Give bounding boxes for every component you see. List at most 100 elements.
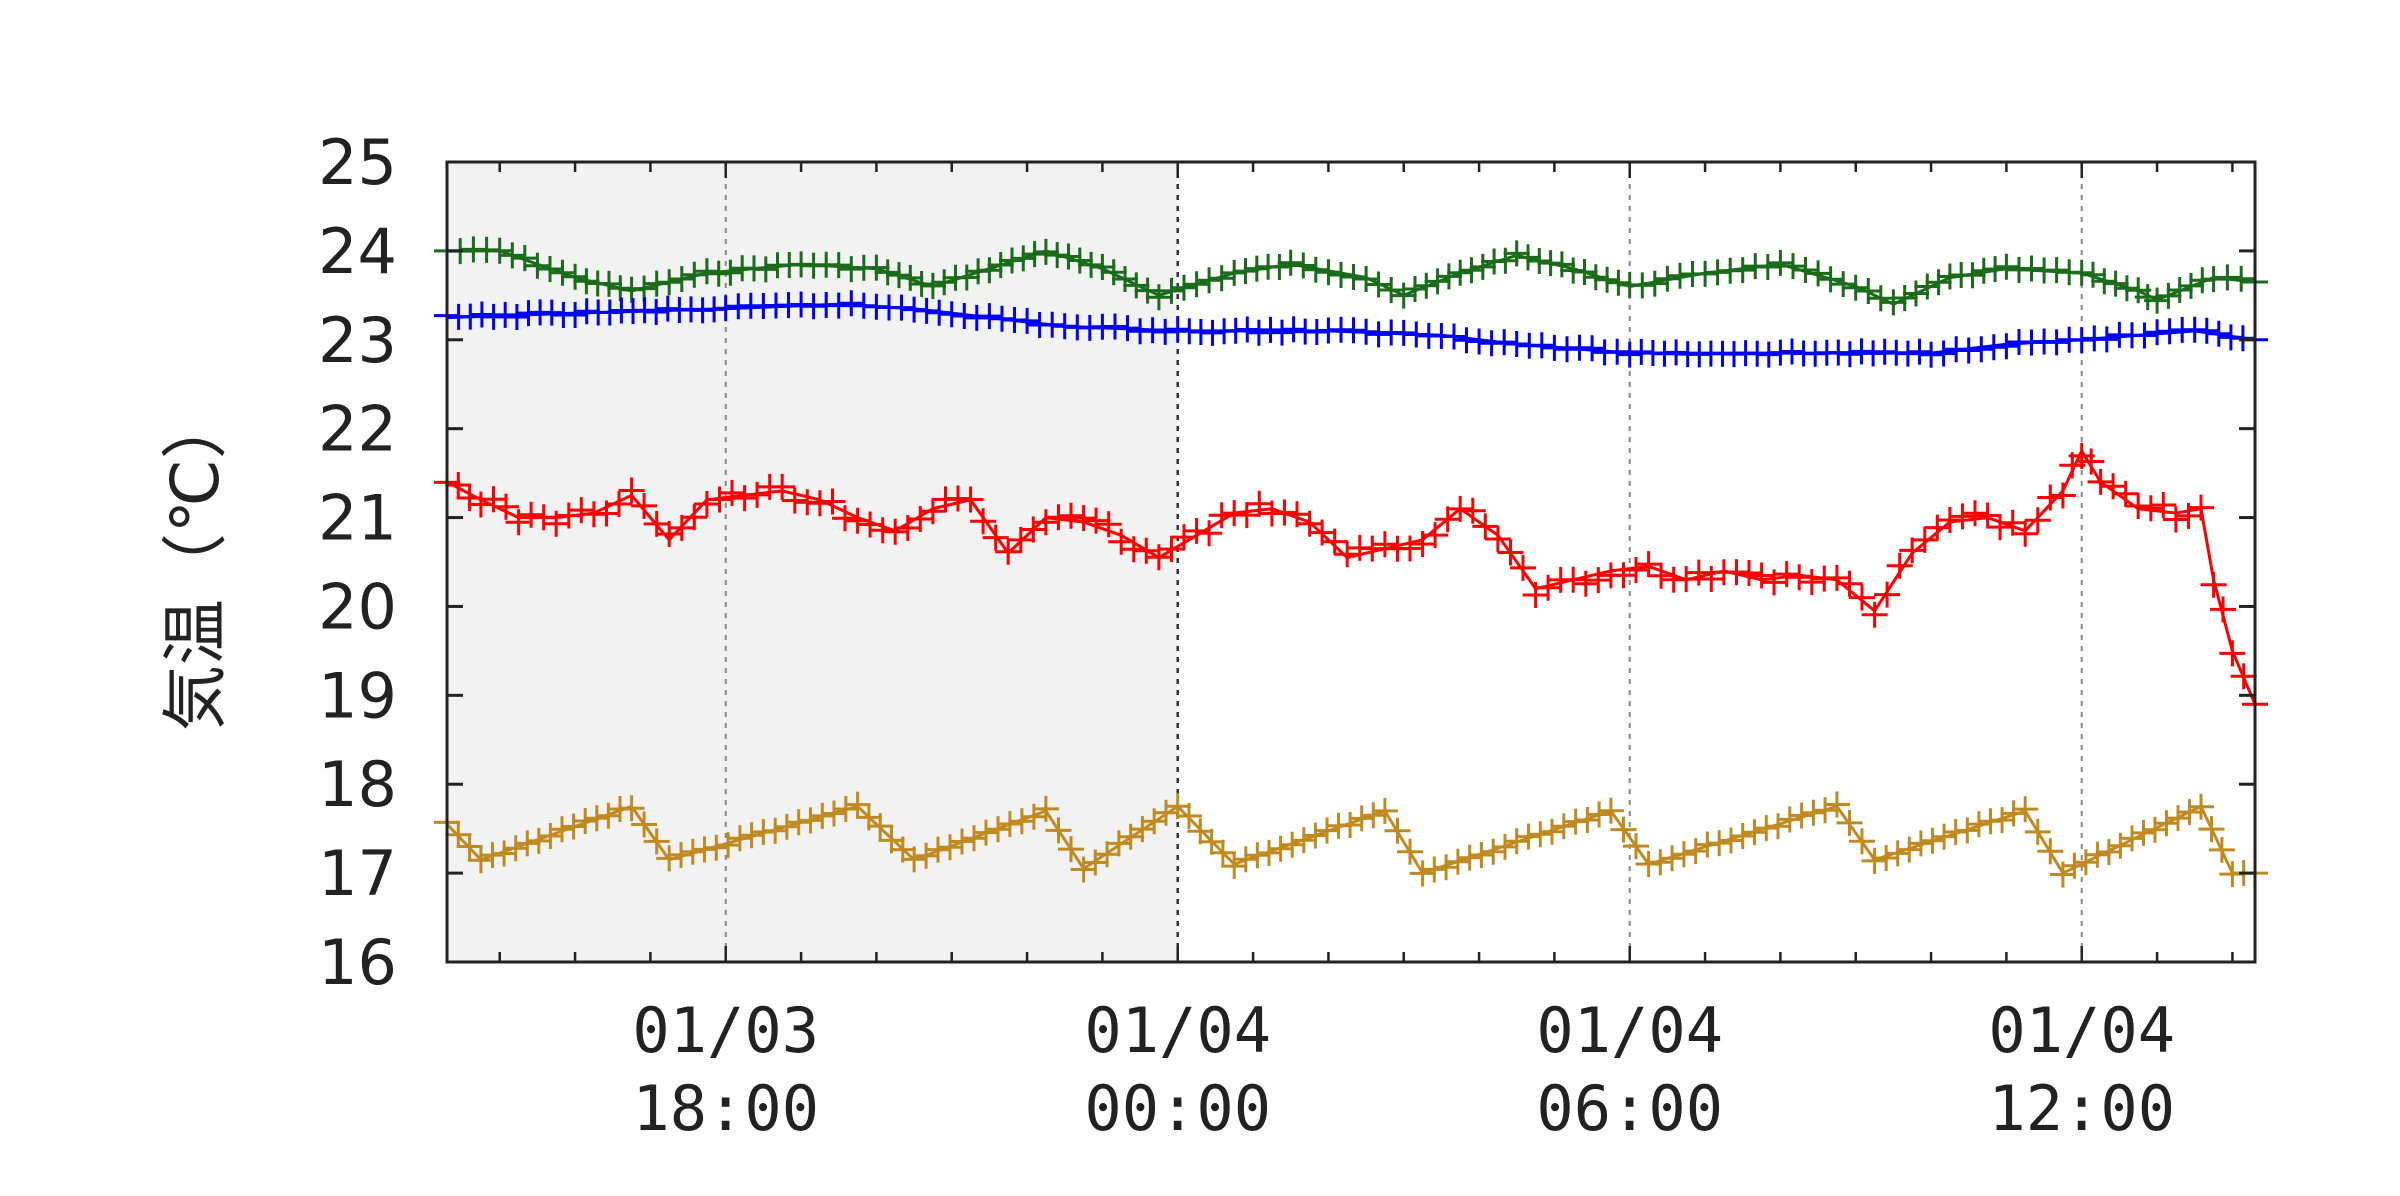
data-point-marker bbox=[537, 256, 563, 282]
data-point-marker bbox=[1078, 251, 1105, 278]
data-point-marker bbox=[1371, 797, 1398, 824]
data-point-marker bbox=[1654, 265, 1681, 292]
shaded-night-region bbox=[447, 162, 1178, 962]
data-point-marker bbox=[738, 822, 765, 849]
data-point-marker bbox=[492, 301, 519, 328]
data-point-marker bbox=[2153, 810, 2180, 837]
data-point-marker bbox=[1949, 503, 1976, 530]
data-point-marker bbox=[549, 259, 576, 286]
data-point-marker bbox=[919, 272, 946, 299]
data-point-marker bbox=[2084, 841, 2111, 868]
data-point-marker bbox=[1491, 329, 1518, 356]
data-point-marker bbox=[573, 268, 600, 295]
data-point-marker bbox=[1884, 840, 1911, 867]
data-point-marker bbox=[1579, 335, 1606, 362]
data-point-marker bbox=[1528, 332, 1555, 359]
data-point-marker bbox=[1582, 264, 1609, 291]
data-point-marker bbox=[788, 291, 815, 318]
data-point-marker bbox=[537, 823, 564, 849]
data-point-marker bbox=[706, 486, 733, 513]
data-point-marker bbox=[2012, 520, 2039, 547]
data-point-marker bbox=[1171, 524, 1197, 551]
data-point-marker bbox=[1867, 285, 1894, 312]
data-point-marker bbox=[953, 264, 980, 291]
data-point-marker bbox=[781, 487, 808, 514]
data-point-marker bbox=[1232, 846, 1259, 873]
data-point-marker bbox=[1503, 240, 1530, 267]
data-point-marker bbox=[538, 299, 565, 326]
data-point-marker bbox=[1919, 827, 1946, 854]
data-point-marker bbox=[2061, 852, 2088, 879]
data-point-marker bbox=[1397, 838, 1423, 865]
data-point-marker bbox=[1444, 848, 1471, 875]
data-point-marker bbox=[1105, 830, 1132, 857]
data-point-marker bbox=[1145, 284, 1172, 311]
data-point-marker bbox=[693, 258, 720, 285]
x-tick-label-time: 06:00 bbox=[1536, 1072, 1723, 1145]
data-point-marker bbox=[976, 257, 1003, 284]
data-point-marker bbox=[549, 816, 575, 843]
data-point-marker bbox=[514, 830, 541, 857]
data-point-marker bbox=[1266, 254, 1293, 280]
data-point-marker bbox=[2024, 507, 2051, 534]
data-point-marker bbox=[1433, 854, 1460, 881]
data-point-marker bbox=[1032, 238, 1059, 265]
data-point-marker bbox=[731, 485, 758, 512]
data-point-marker bbox=[1548, 251, 1575, 278]
data-point-marker bbox=[1209, 839, 1236, 866]
data-point-marker bbox=[1164, 316, 1191, 343]
data-point-marker bbox=[2155, 282, 2182, 309]
data-point-marker bbox=[951, 303, 978, 329]
data-point-marker bbox=[773, 813, 800, 840]
data-point-marker bbox=[1139, 317, 1166, 344]
data-point-marker bbox=[908, 271, 935, 297]
data-point-marker bbox=[809, 802, 836, 829]
data-point-marker bbox=[1616, 341, 1643, 368]
data-point-marker bbox=[1562, 808, 1589, 835]
data-point-marker bbox=[693, 491, 720, 517]
data-point-marker bbox=[1365, 271, 1392, 298]
data-point-marker bbox=[1604, 338, 1631, 365]
data-point-marker bbox=[2068, 327, 2095, 354]
data-point-marker bbox=[2193, 317, 2220, 344]
data-point-marker bbox=[1894, 340, 1921, 367]
data-point-marker bbox=[2176, 799, 2203, 826]
data-point-marker bbox=[797, 807, 824, 834]
data-point-marker bbox=[681, 504, 708, 531]
data-point-marker bbox=[1993, 333, 2020, 360]
data-point-marker bbox=[1447, 259, 1474, 286]
data-point-marker bbox=[1233, 502, 1260, 529]
data-point-marker bbox=[1196, 267, 1223, 294]
data-point-marker bbox=[1480, 838, 1507, 865]
data-point-marker bbox=[596, 270, 622, 297]
data-point-marker bbox=[2205, 320, 2232, 347]
data-point-marker bbox=[1974, 502, 2001, 529]
data-point-marker bbox=[931, 269, 958, 296]
data-point-marker bbox=[1459, 497, 1486, 524]
data-point-marker bbox=[1083, 507, 1110, 534]
data-point-marker bbox=[821, 800, 847, 827]
data-point-marker bbox=[1906, 338, 1933, 365]
data-point-marker bbox=[913, 842, 940, 869]
data-point-marker bbox=[2095, 839, 2122, 865]
data-point-marker bbox=[1903, 280, 1929, 307]
data-point-marker bbox=[1234, 316, 1261, 343]
data-point-marker bbox=[1741, 819, 1768, 846]
data-point-marker bbox=[1765, 813, 1791, 840]
data-point-marker bbox=[1409, 860, 1436, 887]
data-point-marker bbox=[2178, 272, 2204, 299]
data-point-marker bbox=[1792, 257, 1819, 283]
data-point-marker bbox=[1993, 253, 2020, 280]
data-point-marker bbox=[1100, 259, 1127, 286]
data-point-marker bbox=[656, 845, 683, 872]
data-point-marker bbox=[1112, 266, 1138, 292]
data-point-marker bbox=[525, 827, 552, 854]
data-point-marker bbox=[1256, 839, 1282, 866]
data-point-marker bbox=[1550, 813, 1577, 840]
data-point-marker bbox=[668, 841, 694, 868]
data-point-marker bbox=[1058, 502, 1084, 529]
data-point-marker bbox=[806, 490, 833, 517]
data-point-marker bbox=[1798, 569, 1825, 596]
data-point-marker bbox=[2130, 819, 2157, 846]
